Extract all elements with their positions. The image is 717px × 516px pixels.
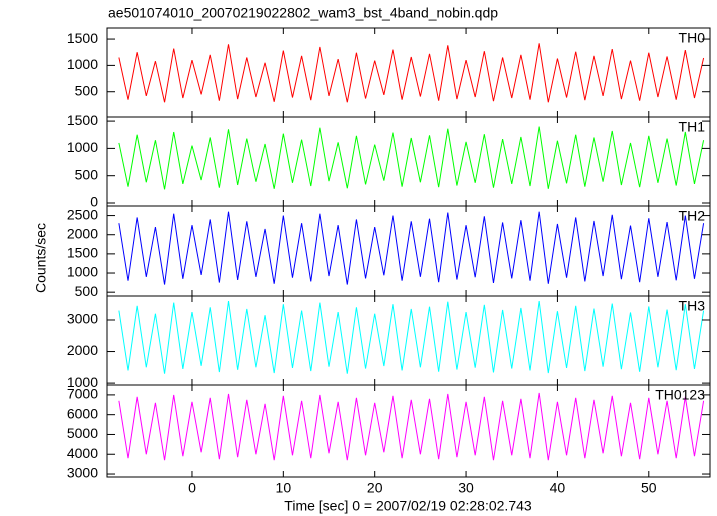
panel-frame — [106, 205, 711, 297]
chart-title: ae501074010_20070219022802_wam3_bst_4ban… — [108, 5, 498, 21]
x-tick-label: 40 — [550, 480, 566, 496]
y-tick-label: 1000 — [67, 56, 98, 72]
light-curve — [118, 392, 705, 461]
panel-frame — [106, 27, 711, 118]
y-tick-label: 2000 — [67, 342, 98, 358]
panel-label: TH0123 — [655, 387, 705, 403]
light-curve — [118, 300, 705, 374]
light-curve — [118, 43, 705, 103]
light-curve — [118, 211, 705, 285]
y-tick-label: 1000 — [67, 374, 98, 390]
y-tick-label: 2000 — [67, 225, 98, 241]
x-tick-label: 10 — [276, 480, 292, 496]
y-tick-label: 0 — [90, 194, 98, 210]
x-tick-label: 0 — [188, 480, 196, 496]
y-tick-label: 1000 — [67, 264, 98, 280]
x-axis-label: Time [sec] 0 = 2007/02/19 02:28:02.743 — [284, 498, 532, 514]
y-tick-label: 7000 — [67, 386, 98, 402]
y-tick-label: 3000 — [67, 311, 98, 327]
panel-frame — [106, 116, 711, 207]
y-tick-label: 1500 — [67, 30, 98, 46]
y-tick-label: 4000 — [67, 445, 98, 461]
light-curve — [118, 126, 705, 190]
x-tick-label: 20 — [367, 480, 383, 496]
panel-label: TH2 — [679, 208, 706, 224]
y-tick-label: 500 — [75, 82, 99, 98]
panel-label: TH0 — [679, 30, 706, 46]
y-tick-label: 1000 — [67, 139, 98, 155]
panel-label: TH1 — [679, 119, 706, 135]
y-axis-label: Counts/sec — [33, 223, 49, 293]
y-tick-label: 3000 — [67, 465, 98, 481]
panel-frame — [106, 384, 711, 478]
y-tick-label: 500 — [75, 166, 99, 182]
y-tick-label: 500 — [75, 283, 99, 299]
panel-label: TH3 — [679, 298, 706, 314]
y-tick-label: 5000 — [67, 425, 98, 441]
y-tick-label: 6000 — [67, 405, 98, 421]
panel-frame — [106, 295, 711, 386]
y-tick-label: 1500 — [67, 112, 98, 128]
x-tick-label: 50 — [641, 480, 657, 496]
x-tick-label: 30 — [458, 480, 474, 496]
y-tick-label: 1500 — [67, 245, 98, 261]
y-tick-label: 2500 — [67, 206, 98, 222]
